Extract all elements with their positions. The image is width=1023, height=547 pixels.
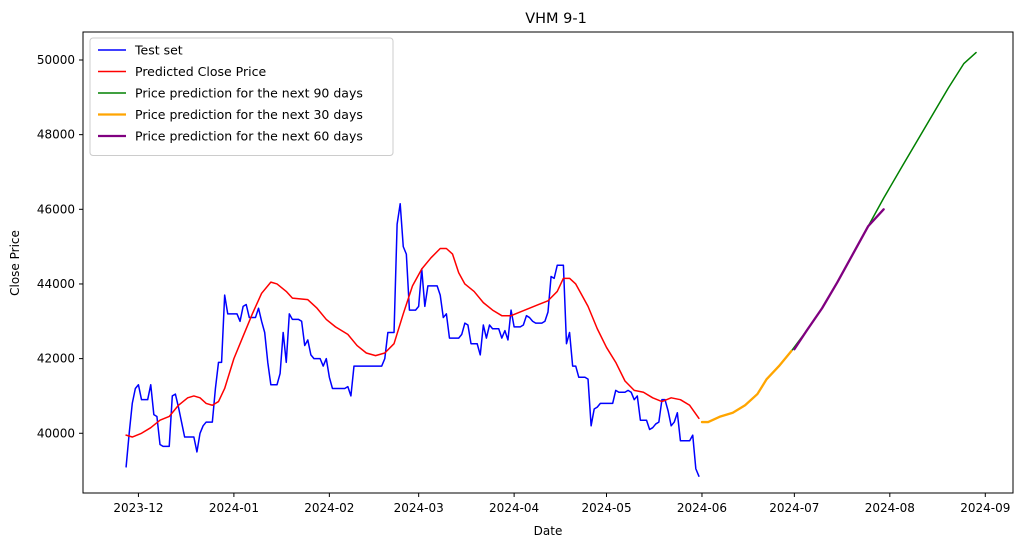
y-tick-label: 42000 (37, 352, 75, 366)
legend-label: Predicted Close Price (135, 64, 266, 79)
legend-label: Test set (134, 43, 183, 58)
legend-label: Price prediction for the next 90 days (135, 86, 363, 101)
y-tick-label: 48000 (37, 128, 75, 142)
series-line-test-set (125, 202, 700, 477)
y-tick-label: 46000 (37, 202, 75, 216)
x-tick-label: 2024-03 (394, 501, 444, 515)
x-tick-label: 2024-06 (677, 501, 727, 515)
x-axis-title: Date (534, 524, 563, 538)
legend: Test set Predicted Close Price Price predi… (89, 37, 394, 156)
series-line-price-prediction-for-the-next-90-days (701, 51, 977, 423)
series-line-price-prediction-for-the-next-60-days (793, 208, 885, 351)
legend-box (89, 37, 394, 156)
x-tick-label: 2024-05 (581, 501, 631, 515)
x-tick-label: 2024-07 (769, 501, 819, 515)
x-tick-label: 2024-02 (304, 501, 354, 515)
series-line-predicted-close-price (125, 247, 700, 438)
y-axis: 40000 42000 44000 46000 48000 50000 (37, 53, 83, 440)
x-axis: 2023-12 2024-01 2024-02 2024-03 2024-04 2024-… (113, 493, 1010, 515)
legend-label: Price prediction for the next 60 days (135, 129, 363, 144)
plot-frame (82, 31, 1014, 494)
x-tick-label: 2024-04 (489, 501, 539, 515)
legend-label: Price prediction for the next 30 days (135, 107, 363, 122)
y-tick-label: 40000 (37, 426, 75, 440)
y-axis-title: Close Price (8, 230, 22, 296)
x-tick-label: 2023-12 (113, 501, 163, 515)
series-line-price-prediction-for-the-next-30-days (700, 350, 793, 424)
y-tick-label: 44000 (37, 277, 75, 291)
x-tick-label: 2024-01 (209, 501, 259, 515)
plot-lines (125, 51, 977, 477)
chart-title: VHM 9-1 (525, 11, 587, 27)
y-tick-label: 50000 (37, 53, 75, 67)
x-tick-label: 2024-08 (865, 501, 915, 515)
x-tick-label: 2024-09 (960, 501, 1010, 515)
